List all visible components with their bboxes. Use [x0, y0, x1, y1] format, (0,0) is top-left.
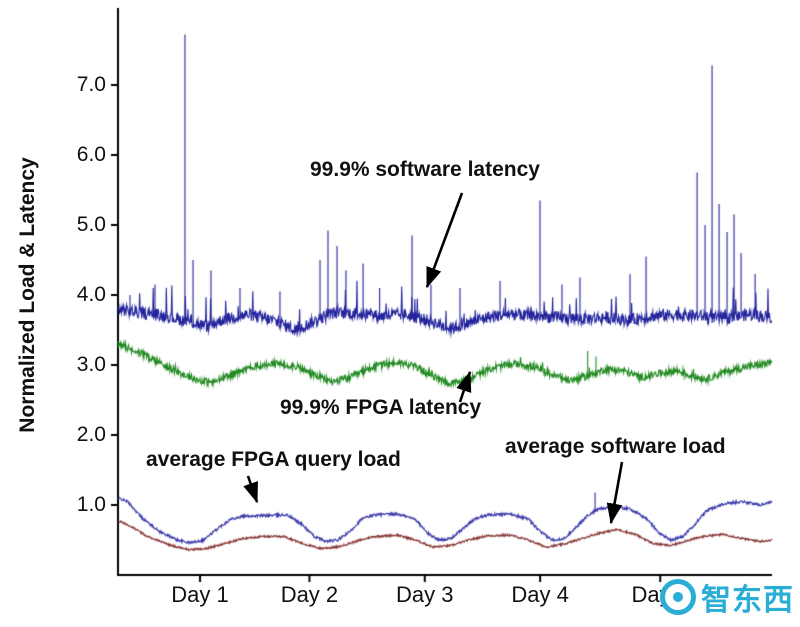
x-tick-label: Day 3 — [396, 582, 454, 607]
y-tick-label: 3.0 — [76, 353, 106, 376]
watermark: 智东西 — [660, 575, 794, 619]
y-tick-label: 4.0 — [76, 283, 106, 306]
fpga-load-annotation: average FPGA query load — [146, 448, 401, 471]
y-axis-title: Normalized Load & Latency — [16, 157, 39, 433]
x-tick-label: Day 4 — [511, 582, 569, 607]
watermark-logo-icon — [660, 579, 696, 615]
watermark-text: 智东西 — [701, 584, 794, 617]
x-tick-label: Day 2 — [280, 582, 339, 607]
y-tick-label: 7.0 — [76, 73, 106, 96]
y-tick-label: 6.0 — [76, 143, 106, 166]
y-tick-label: 5.0 — [76, 213, 106, 236]
software-latency-annotation: 99.9% software latency — [310, 158, 540, 181]
fpga-latency-annotation: 99.9% FPGA latency — [280, 396, 482, 419]
software-load-annotation: average software load — [505, 435, 726, 458]
x-tick-label: Day 1 — [171, 582, 229, 607]
y-tick-label: 2.0 — [76, 423, 106, 446]
y-tick-label: 1.0 — [76, 493, 106, 516]
